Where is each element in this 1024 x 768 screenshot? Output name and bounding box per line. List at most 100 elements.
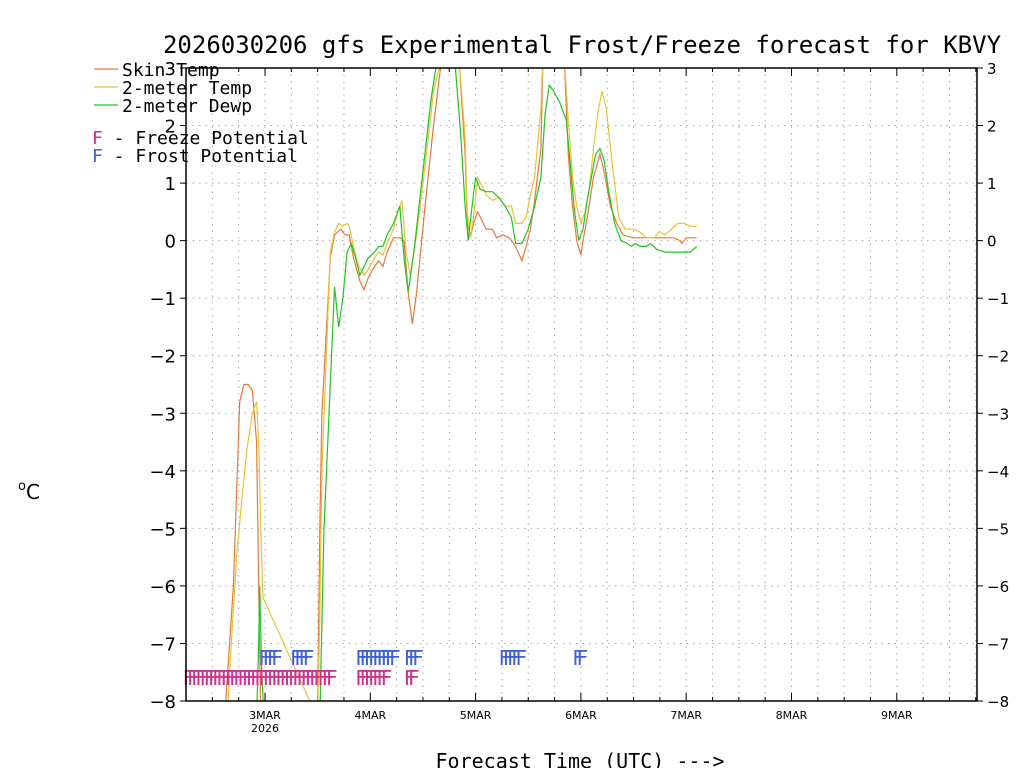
frost-flag: F: [377, 646, 389, 670]
frost-flag: F: [577, 646, 589, 670]
legend-flag-text: - Frost Potential: [103, 146, 298, 167]
x-tick-label: 8MAR: [776, 709, 808, 722]
freeze-flag: F: [356, 666, 368, 690]
y-tick-label-right: 2: [987, 118, 997, 136]
frost-flag: F: [385, 646, 397, 670]
freeze-flag: F: [221, 666, 233, 690]
y-tick-label-right: −4: [987, 463, 1009, 481]
frost-flag: F: [294, 646, 306, 670]
freeze-flag: F: [364, 666, 376, 690]
freeze-flag: F: [372, 666, 384, 690]
frost-flag: F: [499, 646, 511, 670]
freeze-flag: F: [200, 666, 212, 690]
x-tick-label: 3MAR: [249, 709, 281, 722]
legend-flag-letter: F: [92, 146, 103, 167]
y-tick-label: −1: [149, 289, 176, 310]
freeze-flag: F: [263, 666, 275, 690]
frost-flag: F: [303, 646, 315, 670]
freeze-flag: F: [267, 666, 279, 690]
frost-flag: F: [511, 646, 523, 670]
y-tick-label: 0: [165, 232, 176, 253]
frost-flag: F: [572, 646, 584, 670]
plot-frame: [185, 67, 978, 702]
freeze-flag: F: [301, 666, 313, 690]
x-tick-label: 5MAR: [460, 709, 492, 722]
freeze-flag: F: [229, 666, 241, 690]
legend-flag-entry: F - Frost Potential: [92, 146, 298, 167]
freeze-flag: F: [305, 666, 317, 690]
y-axis-label: oC: [18, 479, 40, 504]
frost-flag: F: [299, 646, 311, 670]
freeze-flag: F: [381, 666, 393, 690]
freeze-flag: F: [313, 666, 325, 690]
freeze-flag: F: [297, 666, 309, 690]
freeze-flag: F: [368, 666, 380, 690]
x-tick-label: 7MAR: [670, 709, 702, 722]
freeze-flag: F: [326, 666, 338, 690]
frost-flag: F: [259, 646, 271, 670]
freeze-flag: F: [276, 666, 288, 690]
x-tick-label: 9MAR: [881, 709, 913, 722]
y-tick-label-right: 0: [987, 233, 997, 251]
frost-flag: F: [271, 646, 283, 670]
frost-flag: F: [372, 646, 384, 670]
freeze-flag: F: [284, 666, 296, 690]
frost-flag: F: [507, 646, 519, 670]
freeze-flag: F: [246, 666, 258, 690]
frost-flag: F: [389, 646, 401, 670]
freeze-flag: F: [360, 666, 372, 690]
freeze-flag: F: [254, 666, 266, 690]
frost-flag: F: [368, 646, 380, 670]
frost-flag: F: [516, 646, 528, 670]
y-tick-label-right: −5: [987, 520, 1009, 538]
grid-lines: [186, 68, 977, 701]
freeze-flag: F: [377, 666, 389, 690]
legend-flag-letter: F: [92, 128, 103, 149]
x-tick-label: 6MAR: [565, 709, 597, 722]
freeze-flag: F: [280, 666, 292, 690]
freeze-flag: F: [292, 666, 304, 690]
y-tick-label-right: −7: [987, 635, 1009, 653]
freeze-flag: F: [208, 666, 220, 690]
legend-flag-entry: F - Freeze Potential: [92, 128, 309, 149]
freeze-flag: F: [250, 666, 262, 690]
x-tick-sublabel: 2026: [251, 722, 279, 735]
freeze-flag: F: [233, 666, 245, 690]
axis-ticks: 3 3 2 2 1 1 0 0 −1 −1 −2 −2 −3 −3 −4 −4 −5 −5 −6 −6 −7 −7 −8 −8…: [149, 59, 1009, 735]
frost-flag: F: [263, 646, 275, 670]
freeze-flag: F: [288, 666, 300, 690]
frost-flag: F: [381, 646, 393, 670]
freeze-flag: F: [187, 666, 199, 690]
legend-flag-text: - Freeze Potential: [103, 128, 309, 149]
y-tick-label: 1: [165, 174, 176, 195]
series-layer: [225, 68, 698, 701]
legend-label: Skin Temp: [122, 60, 220, 81]
2-meter-temp-line: [227, 68, 697, 701]
y-tick-label: −2: [149, 347, 176, 368]
freeze-flag: F: [271, 666, 283, 690]
y-tick-label-right: −6: [987, 578, 1009, 596]
frost-flag: F: [408, 646, 420, 670]
y-tick-label: −7: [149, 634, 176, 655]
y-tick-label: 2: [165, 117, 176, 138]
y-tick-label: 3: [165, 59, 176, 80]
frost-flag: F: [267, 646, 279, 670]
y-tick-label: −8: [149, 692, 176, 713]
y-tick-label: −3: [149, 404, 176, 425]
2-meter-dewp-line: [256, 68, 698, 701]
freeze-flag: F: [238, 666, 250, 690]
frost-flag: F: [290, 646, 302, 670]
frost-flag: F: [360, 646, 372, 670]
frost-flag: F: [412, 646, 424, 670]
x-axis-label: Forecast Time (UTC) --->: [436, 749, 725, 768]
freeze-flag: F: [212, 666, 224, 690]
freeze-flag: F: [183, 666, 195, 690]
frost-flag: F: [364, 646, 376, 670]
legend-label: 2-meter Temp: [122, 78, 252, 99]
x-tick-label: 4MAR: [354, 709, 386, 722]
y-tick-label-right: −8: [987, 693, 1009, 711]
y-tick-label-right: 1: [987, 175, 997, 193]
